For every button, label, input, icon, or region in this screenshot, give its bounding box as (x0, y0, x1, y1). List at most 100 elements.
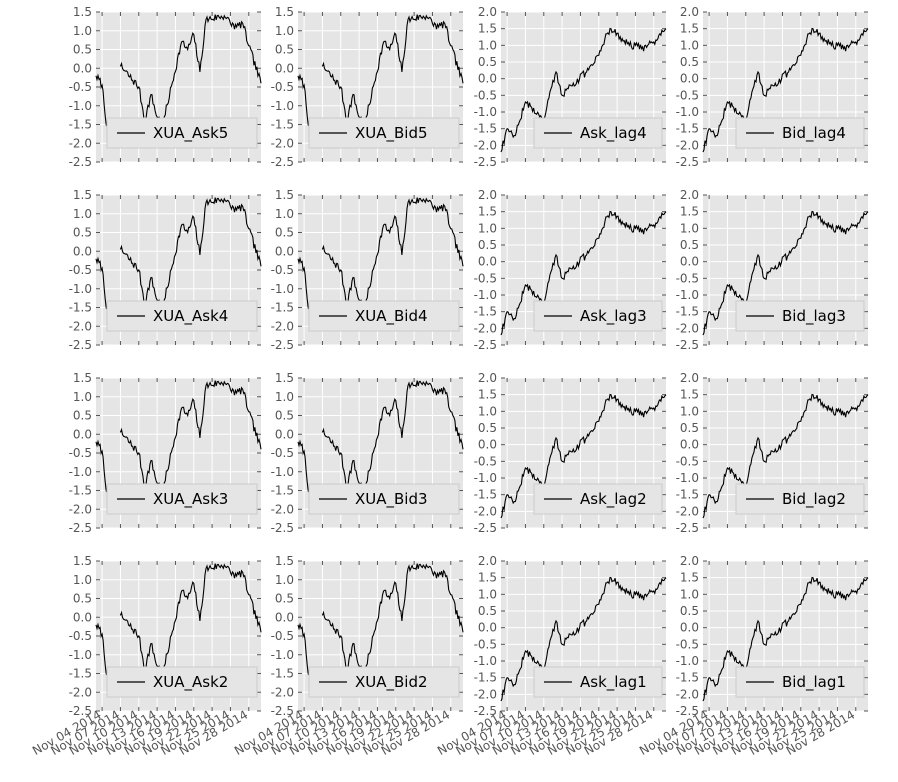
y-tick-label: 0.0 (275, 244, 294, 258)
panel-ask-lag2: 2.0 1.5 1.0 0.5 0.0 -0.5 -1.0 -1.5 -2.0 -2.5 Ask_l… (474, 371, 667, 535)
y-tick-label: 0.5 (680, 604, 699, 618)
y-tick-label: -2.0 (271, 685, 294, 699)
y-tick-label: -1.0 (474, 654, 497, 668)
y-tick-label: 1.5 (275, 371, 294, 385)
series-line (702, 576, 869, 702)
series-line (702, 27, 869, 153)
y-tick-label: -0.5 (69, 80, 92, 94)
y-tick-label: 1.5 (680, 571, 699, 585)
y-tick-label: -2.5 (474, 521, 497, 535)
y-tick-label: -2.0 (69, 685, 92, 699)
y-tick-label: -1.5 (271, 118, 294, 132)
series-line (297, 73, 311, 140)
y-tick-label: -2.5 (474, 155, 497, 169)
y-tick-label: -1.5 (676, 671, 699, 685)
y-tick-label: 1.0 (275, 207, 294, 221)
y-tick-label: 0.0 (680, 621, 699, 635)
y-tick-label: 2.0 (680, 371, 699, 385)
panel-xua-ask3: 1.5 1.0 0.5 0.0 -0.5 -1.0 -1.5 -2.0 -2.5 XUA_Ask3 (69, 371, 262, 535)
legend-label: XUA_Bid2 (355, 673, 428, 692)
y-tick-label: -2.5 (69, 155, 92, 169)
y-tick-label: -1.0 (271, 282, 294, 296)
y-tick-label: -0.5 (676, 88, 699, 102)
y-tick-label: 1.5 (73, 5, 92, 19)
legend-label: XUA_Ask2 (153, 673, 228, 692)
y-tick-label: -2.0 (271, 502, 294, 516)
y-tick-label: 1.5 (680, 388, 699, 402)
y-tick-label: -1.0 (69, 648, 92, 662)
y-tick-label: -1.5 (474, 671, 497, 685)
y-tick-label: 1.0 (680, 38, 699, 52)
y-tick-label: 1.0 (478, 221, 497, 235)
y-tick-label: 0.5 (73, 409, 92, 423)
y-tick-label: 2.0 (478, 371, 497, 385)
y-tick-label: -1.0 (69, 465, 92, 479)
legend-label: XUA_Ask3 (153, 490, 228, 509)
series-line (500, 27, 667, 153)
y-tick-label: -1.5 (474, 488, 497, 502)
y-tick-label: -1.0 (474, 288, 497, 302)
y-tick-label: 0.5 (275, 409, 294, 423)
panel-ask-lag4: 2.0 1.5 1.0 0.5 0.0 -0.5 -1.0 -1.5 -2.0 -2.5 Ask_l… (474, 5, 667, 169)
series-line (702, 210, 869, 336)
y-tick-label: -0.5 (271, 446, 294, 460)
y-tick-label: -2.0 (69, 136, 92, 150)
y-tick-label: 0.5 (478, 421, 497, 435)
y-tick-label: -2.0 (676, 138, 699, 152)
y-tick-label: -1.0 (676, 105, 699, 119)
y-tick-label: 1.0 (680, 404, 699, 418)
y-tick-label: -1.5 (474, 122, 497, 136)
panel-xua-bid2: 1.5 1.0 0.5 0.0 -0.5 -1.0 -1.5 -2.0 -2.5 XUA_Bid2… (232, 554, 464, 758)
legend-label: Bid_lag1 (782, 673, 846, 692)
y-tick-label: 1.5 (478, 22, 497, 36)
y-tick-label: -2.5 (69, 338, 92, 352)
y-tick-label: 0.5 (275, 43, 294, 57)
y-tick-label: 0.0 (73, 610, 92, 624)
panel-ask-lag1: 2.0 1.5 1.0 0.5 0.0 -0.5 -1.0 -1.5 -2.0 -2.5 Ask_l… (435, 554, 667, 758)
y-tick-label: -2.5 (474, 338, 497, 352)
series-line (702, 393, 869, 519)
y-tick-label: -2.5 (271, 521, 294, 535)
y-tick-label: 1.5 (680, 22, 699, 36)
y-tick-label: 0.5 (478, 55, 497, 69)
series-line (500, 393, 667, 519)
legend-label: Bid_lag2 (782, 490, 846, 509)
y-tick-label: 0.0 (275, 610, 294, 624)
y-tick-label: -0.5 (474, 454, 497, 468)
panel-bid-lag3: 2.0 1.5 1.0 0.5 0.0 -0.5 -1.0 -1.5 -2.0 -2.5 Bid_l… (676, 188, 869, 352)
y-tick-label: 1.0 (73, 390, 92, 404)
y-tick-label: -1.5 (271, 667, 294, 681)
series-line (500, 210, 667, 336)
y-tick-label: -1.0 (676, 471, 699, 485)
legend-label: XUA_Bid5 (355, 124, 428, 143)
panel-xua-ask5: 1.5 1.0 0.5 0.0 -0.5 -1.0 -1.5 -2.0 -2.5 XUA_Ask5 (69, 5, 262, 169)
panel-ask-lag3: 2.0 1.5 1.0 0.5 0.0 -0.5 -1.0 -1.5 -2.0 -2.5 Ask_l… (474, 188, 667, 352)
y-tick-label: 0.0 (680, 438, 699, 452)
y-tick-label: 0.5 (275, 226, 294, 240)
y-tick-label: -0.5 (69, 446, 92, 460)
y-tick-label: 1.5 (478, 571, 497, 585)
y-tick-label: 1.5 (275, 5, 294, 19)
y-tick-label: -1.0 (271, 465, 294, 479)
y-tick-label: -2.0 (474, 138, 497, 152)
legend-label: XUA_Ask4 (153, 307, 228, 326)
y-tick-label: -2.0 (474, 504, 497, 518)
y-tick-label: 0.5 (275, 592, 294, 606)
legend-box (106, 666, 258, 698)
y-tick-label: 1.0 (680, 587, 699, 601)
panel-xua-bid5: 1.5 1.0 0.5 0.0 -0.5 -1.0 -1.5 -2.0 -2.5 XUA_Bid5 (271, 5, 464, 169)
y-tick-label: -2.0 (474, 687, 497, 701)
y-tick-label: -0.5 (271, 629, 294, 643)
y-tick-label: -2.0 (676, 504, 699, 518)
y-tick-label: -0.5 (474, 637, 497, 651)
y-tick-label: -2.5 (69, 704, 92, 718)
series-line (297, 439, 311, 506)
legend-label: XUA_Ask5 (153, 124, 228, 143)
legend-label: Ask_lag2 (580, 490, 647, 509)
series-line (95, 256, 109, 323)
panel-xua-ask2: 1.5 1.0 0.5 0.0 -0.5 -1.0 -1.5 -2.0 -2.5 XUA_Ask2… (30, 554, 262, 758)
legend-label: Ask_lag3 (580, 307, 647, 326)
y-tick-label: 0.0 (478, 621, 497, 635)
legend-label: XUA_Bid4 (355, 307, 428, 326)
